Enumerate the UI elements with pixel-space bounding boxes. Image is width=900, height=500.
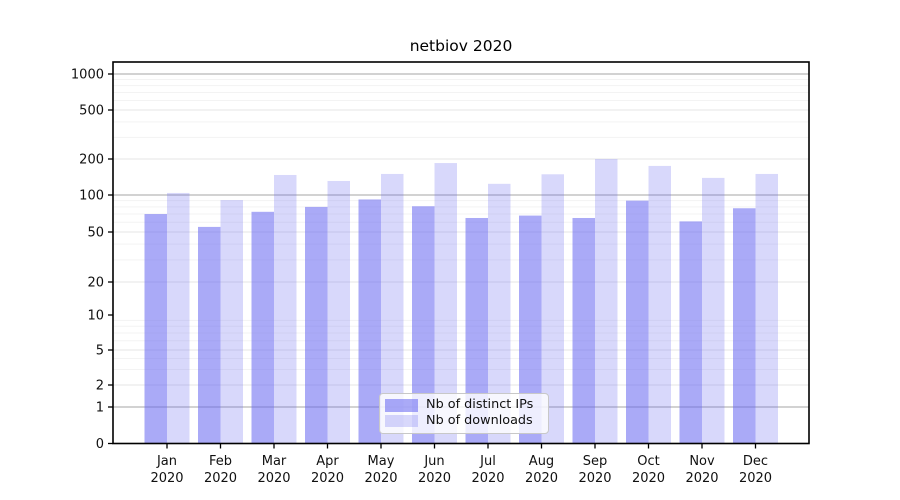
legend-item-downloads: Nb of downloads (385, 412, 540, 428)
bar (167, 192, 190, 444)
y-tick-label: 50 (87, 226, 104, 241)
bar (626, 200, 649, 444)
bar (198, 226, 221, 444)
bar (733, 208, 756, 444)
bars-distinct-ips (144, 199, 756, 444)
bar (648, 165, 671, 444)
x-tick-label: Sep 2020 (578, 454, 611, 486)
bar (144, 214, 167, 444)
x-tick-label: Nov 2020 (685, 454, 718, 486)
x-tick-label: Mar 2020 (257, 454, 290, 486)
y-tick-label: 500 (79, 104, 104, 119)
bar (519, 215, 542, 444)
y-tick-label: 200 (79, 153, 104, 168)
legend-swatch-distinct-ips (385, 399, 418, 412)
bar (465, 217, 488, 444)
y-tick-label: 10 (87, 309, 104, 324)
bar (220, 200, 243, 444)
x-axis: Jan 2020 Feb 2020 Mar 2020 Apr 2020 May 2020 Jun 20… (150, 443, 772, 486)
bar (595, 159, 618, 444)
x-tick-label: Oct 2020 (632, 454, 665, 486)
bar (412, 206, 435, 444)
axis-frame (112, 61, 810, 445)
y-tick-label: 5 (96, 344, 104, 359)
legend: Nb of distinct IPs Nb of downloads (379, 393, 549, 434)
bar (381, 173, 404, 444)
bar (755, 173, 778, 444)
y-tick-label: 1000 (71, 68, 104, 83)
bar (358, 199, 381, 444)
x-tick-label: May 2020 (364, 454, 397, 486)
x-tick-label: Aug 2020 (525, 454, 558, 486)
y-tick-label: 0 (96, 437, 104, 452)
x-tick-label: Jun 2020 (418, 454, 451, 486)
bar (679, 221, 702, 444)
legend-label-distinct-ips: Nb of distinct IPs (426, 397, 534, 413)
legend-swatch-downloads (385, 414, 418, 428)
y-tick-label: 1 (96, 401, 104, 416)
bar (251, 211, 274, 444)
chart-title: netbiov 2020 (409, 37, 513, 55)
bar (541, 174, 564, 444)
bar (488, 183, 511, 444)
y-tick-label: 100 (79, 189, 104, 204)
x-tick-label: Dec 2020 (739, 454, 772, 486)
legend-item-distinct-ips: Nb of distinct IPs (385, 399, 540, 412)
bar (327, 180, 350, 444)
x-tick-label: Feb 2020 (204, 454, 237, 486)
legend-label-downloads: Nb of downloads (426, 412, 533, 428)
x-tick-label: Jan 2020 (150, 454, 183, 486)
bar (274, 174, 297, 444)
y-tick-label: 2 (96, 379, 104, 394)
x-tick-label: Jul 2020 (471, 454, 504, 486)
bar (702, 177, 725, 444)
bar (572, 217, 595, 444)
y-tick-label: 20 (87, 276, 104, 291)
y-axis: 0 1 2 5 10 20 50 100 200 500 1000 (71, 68, 113, 452)
bar (434, 163, 457, 444)
x-tick-label: Apr 2020 (311, 454, 344, 486)
bar (305, 206, 328, 444)
bars-downloads (167, 159, 778, 444)
